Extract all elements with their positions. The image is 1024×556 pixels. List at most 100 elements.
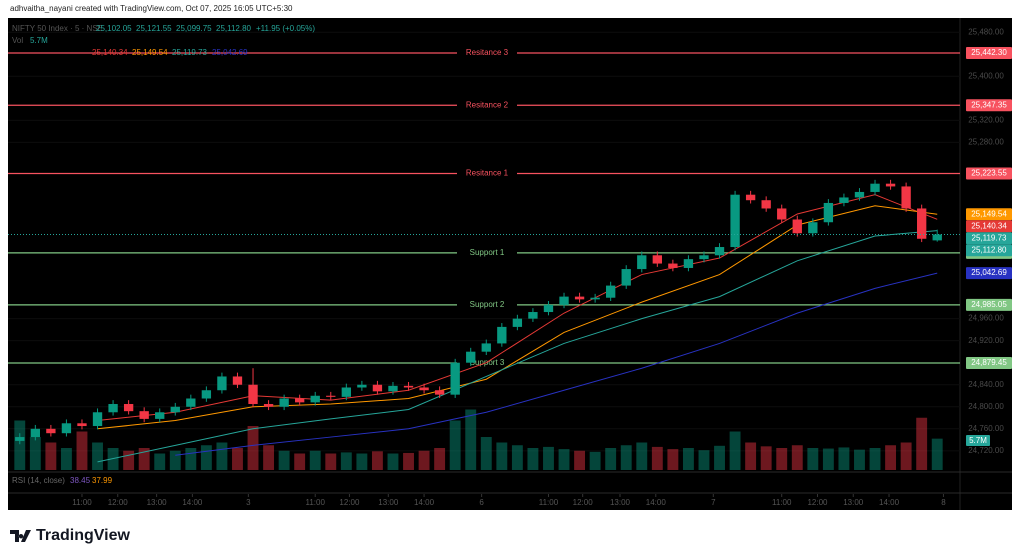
header-close: 25,112.80 bbox=[216, 24, 252, 33]
candle-body bbox=[341, 387, 351, 397]
x-tick-label: 8 bbox=[941, 498, 946, 507]
volume-bar bbox=[45, 442, 57, 470]
volume-bar bbox=[714, 445, 725, 470]
moving-average bbox=[97, 194, 938, 422]
header-high: 25,121.55 bbox=[136, 24, 172, 33]
rsi-name: RSI (14, close) bbox=[12, 476, 65, 485]
volume-bar bbox=[14, 420, 26, 470]
logo: TradingView bbox=[10, 527, 131, 544]
price-tag-box bbox=[966, 232, 1012, 245]
volume-bar bbox=[527, 448, 539, 470]
candle-body bbox=[46, 428, 56, 434]
volume-bar bbox=[667, 449, 679, 470]
candle-body bbox=[108, 404, 118, 413]
y-tick-label: 24,960.00 bbox=[968, 314, 1004, 323]
price-tag: 25,149.54 bbox=[971, 209, 1007, 218]
candle-body bbox=[543, 304, 554, 313]
candle-body bbox=[279, 398, 289, 407]
x-tick-label: 12:00 bbox=[807, 498, 828, 507]
x-tick-label: 14:00 bbox=[646, 498, 667, 507]
volume-bar bbox=[776, 448, 788, 470]
x-tick-label: 11:00 bbox=[306, 498, 326, 507]
y-tick-label: 25,400.00 bbox=[968, 71, 1004, 80]
volume-bar bbox=[371, 451, 383, 470]
volume-bar bbox=[574, 450, 586, 470]
candle-body bbox=[668, 263, 678, 268]
volume-bar bbox=[543, 446, 554, 470]
candle-body bbox=[155, 412, 165, 419]
candle-body bbox=[932, 234, 942, 241]
volume-bar bbox=[185, 448, 197, 470]
x-tick-label: 3 bbox=[246, 498, 251, 507]
moving-average bbox=[97, 230, 938, 463]
moving-average bbox=[175, 272, 938, 456]
candle-body bbox=[372, 384, 383, 392]
level-price-box bbox=[966, 46, 1012, 59]
volume-bar bbox=[247, 426, 259, 470]
candle-body bbox=[761, 200, 771, 209]
chart-area bbox=[8, 18, 1012, 510]
volume-bar bbox=[232, 448, 243, 470]
candle-body bbox=[652, 255, 662, 264]
candle-body bbox=[901, 186, 911, 209]
candle-body bbox=[310, 395, 320, 403]
candle-body bbox=[714, 247, 725, 256]
volume-bar bbox=[92, 442, 103, 470]
x-tick-label: 6 bbox=[479, 498, 484, 507]
price-tag-box bbox=[966, 244, 1012, 257]
brand: TradingView bbox=[36, 527, 131, 544]
volume-bar bbox=[309, 450, 321, 470]
level-price-box bbox=[966, 99, 1012, 112]
volume-bar bbox=[138, 448, 150, 470]
level-name-bg bbox=[457, 358, 517, 369]
volume-bar bbox=[558, 449, 570, 470]
candle-body bbox=[170, 406, 180, 413]
volume-bar bbox=[682, 448, 694, 470]
x-tick-label: 7 bbox=[711, 498, 716, 507]
volume-bar bbox=[807, 448, 819, 470]
x-tick-label: 11:00 bbox=[539, 498, 559, 507]
volume-bar bbox=[729, 431, 741, 470]
header-change: +11.95 (+0.05%) bbox=[256, 24, 315, 33]
x-tick-label: 13:00 bbox=[610, 498, 631, 507]
candle-body bbox=[450, 362, 460, 395]
candle-body bbox=[839, 197, 849, 203]
candle-body bbox=[295, 398, 305, 403]
x-tick-label: 14:00 bbox=[182, 498, 203, 507]
volume-bar bbox=[29, 437, 41, 470]
y-tick-label: 24,840.00 bbox=[968, 380, 1004, 389]
level-name-bg bbox=[457, 47, 517, 58]
volume-bar bbox=[434, 448, 446, 470]
level-name: Support 1 bbox=[470, 248, 505, 257]
volume-label: 5.7M bbox=[30, 36, 48, 45]
level-price: 24,985.05 bbox=[971, 300, 1007, 309]
rsi-value: 37.99 bbox=[92, 476, 113, 485]
x-tick-label: 13:00 bbox=[843, 498, 864, 507]
volume-bar bbox=[931, 438, 943, 470]
candle-body bbox=[217, 376, 227, 391]
volume-bar bbox=[838, 447, 850, 470]
volume-bar bbox=[294, 453, 306, 470]
level-price: 24,879.45 bbox=[971, 358, 1007, 367]
candle-body bbox=[590, 297, 600, 300]
volume-bar bbox=[340, 452, 352, 470]
volume-bar bbox=[916, 417, 928, 470]
candle-body bbox=[606, 285, 616, 298]
level-name-bg bbox=[457, 247, 517, 258]
volume-bar bbox=[278, 450, 290, 470]
volume-bar bbox=[511, 445, 523, 470]
price-tag-box bbox=[966, 267, 1012, 280]
candle-body bbox=[745, 194, 756, 201]
x-tick-label: 11:00 bbox=[72, 498, 92, 507]
volume-bar bbox=[496, 442, 508, 470]
price-tag-box bbox=[966, 220, 1012, 233]
level-name: Resitance 1 bbox=[466, 169, 509, 178]
volume-bar bbox=[745, 442, 757, 470]
header-ma: 25,149.54 bbox=[132, 48, 168, 57]
volume-bar bbox=[123, 450, 135, 470]
candle-body bbox=[248, 384, 258, 405]
candle-body bbox=[885, 183, 896, 187]
volume-bar bbox=[620, 445, 632, 470]
header-ma: 25,119.73 bbox=[172, 48, 208, 57]
